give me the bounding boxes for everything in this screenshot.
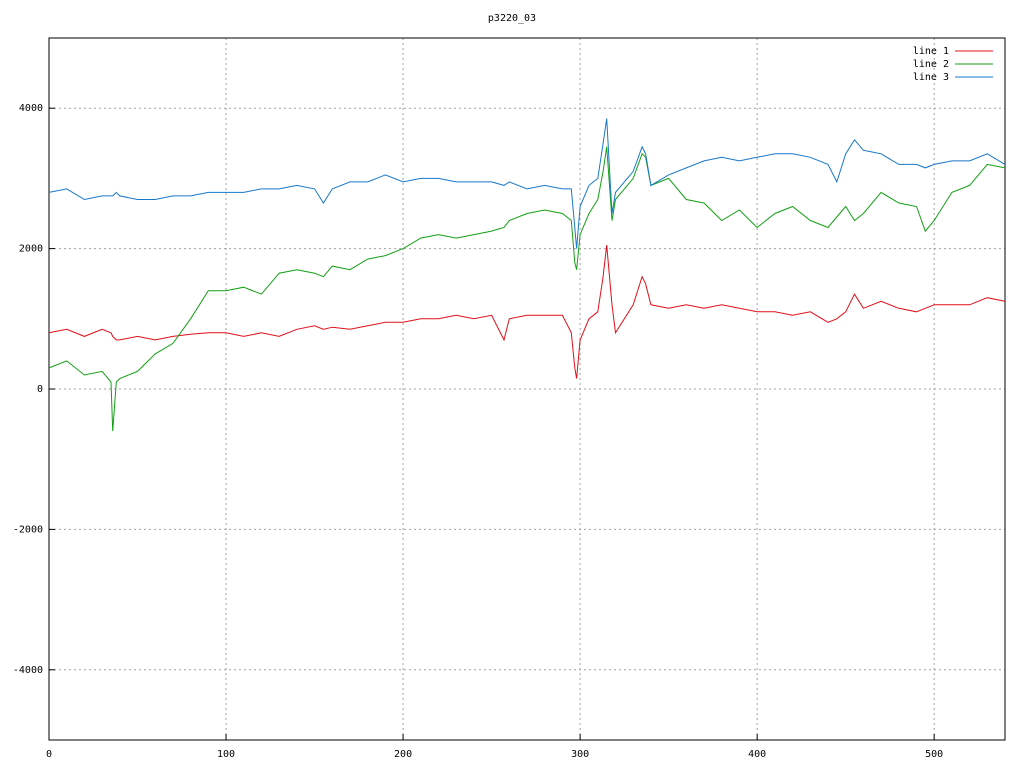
x-tick-label: 100 [217, 749, 235, 760]
data-line [48, 118, 1006, 249]
x-tick-label: 200 [394, 749, 412, 760]
y-tick-label: 0 [37, 384, 43, 395]
x-tick-label: 500 [925, 749, 943, 760]
plot-frame [48, 37, 1006, 741]
legend-label: line 3 [913, 72, 949, 83]
x-tick-label: 300 [571, 749, 589, 760]
x-tick-label: 0 [46, 749, 52, 760]
legend-label: line 2 [913, 59, 949, 70]
legend-label: line 1 [913, 46, 949, 57]
y-tick-label: 2000 [19, 244, 43, 255]
x-tick-label: 400 [748, 749, 766, 760]
data-line [48, 245, 1006, 379]
y-tick-label: -2000 [13, 524, 43, 535]
data-line [48, 146, 1006, 432]
y-tick-label: 4000 [19, 103, 43, 114]
y-tick-label: -4000 [13, 665, 43, 676]
chart-title: p3220_03 [488, 13, 536, 24]
